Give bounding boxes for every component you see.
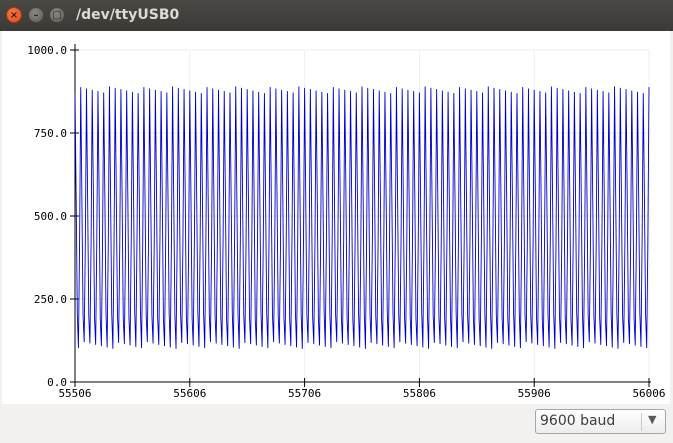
title-bar[interactable]: × – □ /dev/ttyUSB0 xyxy=(0,0,673,31)
y-tick-label: 750.0 xyxy=(34,127,67,140)
window-title: /dev/ttyUSB0 xyxy=(76,7,180,23)
y-tick-label: 1000.0 xyxy=(27,44,67,57)
y-tick-label: 250.0 xyxy=(34,293,67,306)
chevron-down-icon: ▼ xyxy=(648,413,657,426)
maximize-button[interactable]: □ xyxy=(49,7,65,23)
chart-ticks: 0.0 250.0 500.0 750.0 1000.0 55506 55606 55706 5… xyxy=(27,44,665,400)
minimize-button[interactable]: – xyxy=(28,7,44,23)
close-button[interactable]: × xyxy=(6,7,22,23)
y-tick-label: 500.0 xyxy=(34,210,67,223)
x-tick-label: 55506 xyxy=(58,387,91,400)
baud-rate-select[interactable]: 9600 baud ▼ xyxy=(535,409,666,434)
x-tick-label: 56006 xyxy=(632,387,665,400)
x-tick-label: 55806 xyxy=(403,387,436,400)
baud-rate-value: 9600 baud xyxy=(540,413,616,429)
select-divider xyxy=(641,413,642,431)
x-tick-label: 55906 xyxy=(518,387,551,400)
x-tick-label: 55606 xyxy=(173,387,206,400)
series-line xyxy=(74,86,650,349)
chart-series xyxy=(74,86,650,349)
x-tick-label: 55706 xyxy=(288,387,321,400)
y-tick-label: 0.0 xyxy=(47,376,67,389)
